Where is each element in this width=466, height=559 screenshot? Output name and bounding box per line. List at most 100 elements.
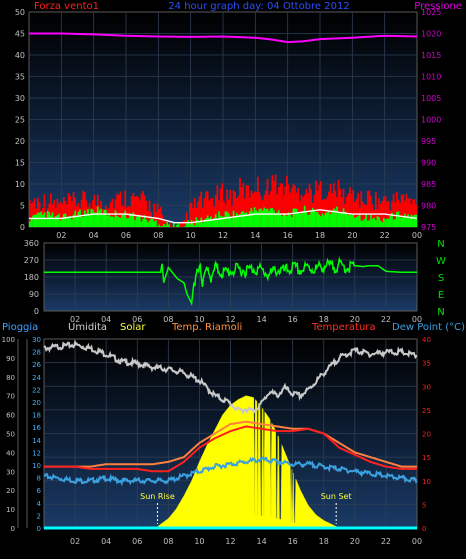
- wind-gust-bar: [385, 219, 387, 227]
- wind-gust-bar: [399, 217, 401, 227]
- wind-gust-bar: [330, 214, 332, 227]
- dew-point-legend-label: Dew Point (°C): [392, 322, 465, 333]
- wind-gust-bar: [107, 216, 109, 227]
- wind-gust-bar: [34, 215, 36, 227]
- wind-gust-bar: [375, 220, 377, 227]
- humidity-y-tick-label: 4: [37, 500, 42, 508]
- wind-gust-bar: [56, 215, 58, 227]
- wind-gust-bar: [123, 214, 125, 227]
- wind-gust-bar: [207, 216, 209, 227]
- wind-gust-bar: [84, 210, 86, 227]
- wind-gust-bar: [110, 216, 112, 227]
- humidity-y-tick-label: 28: [32, 349, 41, 357]
- wind-gust-bar: [82, 217, 84, 227]
- wind-gust-bar: [414, 215, 416, 227]
- wind-gust-bar: [394, 219, 396, 227]
- wind-gust-bar: [265, 209, 267, 227]
- climate-x-tick-label: 08: [163, 537, 173, 546]
- wind-gust-bar: [364, 219, 366, 227]
- wind-gust-bar: [280, 214, 282, 227]
- humidity-y-tick-label: 30: [32, 336, 41, 344]
- wind-y-tick-label: 30: [15, 94, 25, 103]
- wind-gust-bar: [325, 213, 327, 227]
- wind-gust-bar: [411, 215, 413, 227]
- wind-gust-bar: [284, 214, 286, 227]
- wind-gust-bar: [357, 216, 359, 227]
- wind-gust-bar: [142, 219, 144, 227]
- wind-gust-bar: [415, 215, 417, 227]
- wind-x-tick-label: 14: [250, 231, 260, 240]
- wind-gust-bar: [267, 209, 269, 227]
- wind-gust-bar: [191, 220, 193, 227]
- wind-gust-bar: [380, 220, 382, 227]
- humidity-y-tick-label: 0: [37, 525, 41, 533]
- wind-gust-bar: [254, 207, 256, 227]
- wind-gust-bar: [139, 216, 141, 227]
- pressure-y-tick-label: 975: [421, 223, 436, 232]
- wind-gust-bar: [60, 220, 62, 227]
- wind-gust-bar: [55, 216, 57, 227]
- wind-gust-bar: [31, 218, 33, 227]
- wind-gust-bar: [58, 214, 60, 227]
- wind-x-tick-label: 04: [89, 231, 99, 240]
- direction-y-tick-label: 0: [34, 307, 39, 316]
- wind-gust-bar: [115, 211, 117, 227]
- wind-x-tick-label: 16: [283, 231, 293, 240]
- wind-speed-bar: [189, 203, 191, 227]
- pressure-y-tick-label: 995: [421, 137, 436, 146]
- wind-gust-bar: [215, 214, 217, 227]
- pressure-y-tick-label: 980: [421, 202, 436, 211]
- wind-gust-bar: [113, 217, 115, 227]
- wind-gust-bar: [404, 214, 406, 227]
- wind-gust-bar: [40, 212, 42, 227]
- wind-y-tick-label: 20: [15, 137, 25, 146]
- wind-speed-bar: [184, 220, 186, 227]
- wind-gust-bar: [155, 220, 157, 227]
- wind-x-tick-label: 08: [153, 231, 163, 240]
- humidity-y-tick-label: 22: [32, 386, 41, 394]
- wind-gust-bar: [326, 212, 328, 227]
- climate-legend-label: Solar: [120, 322, 146, 333]
- wind-gust-bar: [50, 215, 52, 227]
- wind-gust-bar: [157, 226, 159, 227]
- wind-gust-bar: [165, 226, 167, 227]
- wind-gust-bar: [315, 212, 317, 227]
- wind-gust-bar: [386, 219, 388, 227]
- wind-gust-bar: [318, 215, 320, 227]
- wind-gust-bar: [341, 212, 343, 227]
- wind-gust-bar: [365, 214, 367, 227]
- climate-x-tick-label: 16: [288, 537, 298, 546]
- wind-gust-bar: [35, 215, 37, 227]
- wind-gust-bar: [249, 212, 251, 227]
- pressure-y-tick-label: 1005: [421, 94, 441, 103]
- temperature-y-tick-label: 5: [422, 501, 426, 509]
- compass-label: E: [438, 290, 444, 301]
- wind-y-tick-label: 40: [15, 51, 25, 60]
- wind-x-tick-label: 18: [315, 231, 325, 240]
- wind-gust-bar: [39, 213, 41, 227]
- wind-x-tick-label: 06: [121, 231, 131, 240]
- direction-y-tick-label: 180: [24, 273, 39, 282]
- wind-y-tick-label: 25: [15, 116, 25, 125]
- wind-gust-bar: [202, 223, 204, 227]
- wind-gust-bar: [402, 217, 404, 227]
- wind-gust-bar: [134, 220, 136, 227]
- wind-gust-bar: [344, 212, 346, 227]
- wind-gust-bar: [372, 219, 374, 227]
- humidity-y-tick-label: 8: [37, 475, 41, 483]
- wind-gust-bar: [305, 211, 307, 227]
- wind-gust-bar: [153, 221, 155, 227]
- wind-gust-bar: [231, 218, 233, 227]
- wind-gust-bar: [234, 217, 236, 227]
- wind-gust-bar: [349, 214, 351, 227]
- direction-x-tick-label: 14: [256, 315, 266, 324]
- wind-gust-bar: [331, 211, 333, 227]
- climate-x-tick-label: 02: [70, 537, 80, 546]
- wind-gust-bar: [273, 210, 275, 227]
- wind-gust-bar: [283, 213, 285, 227]
- wind-gust-bar: [111, 216, 113, 227]
- wind-speed-bar: [175, 226, 177, 227]
- wind-gust-bar: [323, 215, 325, 227]
- direction-y-tick-label: 90: [29, 290, 39, 299]
- wind-axis-title: Forza vento1: [34, 1, 99, 12]
